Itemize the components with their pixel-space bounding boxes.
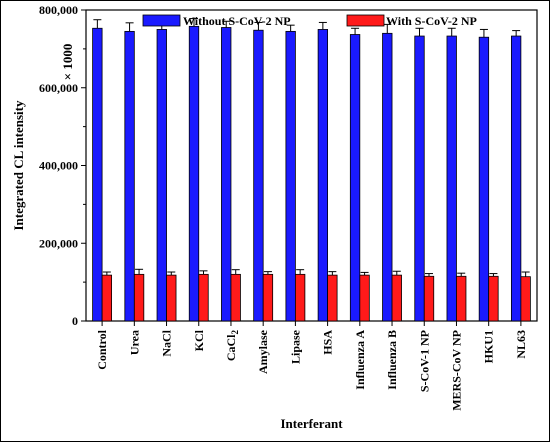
x-tick-label: CaCl2	[224, 330, 240, 362]
y-tick-label: 600,000	[39, 81, 78, 95]
legend: Without S-CoV-2 NP With S-CoV-2 NP	[142, 14, 477, 28]
bars-group	[92, 18, 531, 322]
bar-without	[92, 27, 103, 322]
bar-with	[133, 273, 145, 322]
bar-without	[285, 30, 296, 322]
y-tick-label: 400,000	[39, 159, 78, 173]
bar-without	[478, 36, 490, 322]
bar-without	[221, 27, 232, 322]
bar-with	[101, 274, 113, 322]
legend-swatch	[346, 14, 385, 27]
y-axis: 0 200,000 400,000 600,000 800,000	[39, 3, 86, 328]
y-tick-label: 0	[72, 314, 78, 328]
y-axis-title: Integrated CL intensity	[11, 100, 26, 231]
x-tick-label: MERS-CoV NP	[449, 330, 463, 411]
bar-with	[520, 276, 531, 322]
bar-without	[188, 25, 200, 322]
x-tick-label: KCl	[192, 329, 206, 351]
x-tick-label: HKU1	[482, 330, 496, 363]
bar-with	[262, 273, 274, 322]
x-tick-label: Urea	[127, 330, 141, 355]
bar-without	[382, 32, 393, 322]
x-axis: Control Urea NaCl KCl CaCl2 Amylase Lipase HSA I…	[95, 321, 528, 411]
x-tick-label: S-CoV-1 NP	[417, 330, 431, 392]
bar-without	[253, 29, 264, 322]
x-tick-label: NaCl	[160, 329, 174, 356]
legend-swatch	[142, 14, 181, 27]
bar-without	[156, 29, 167, 322]
bar-with	[198, 273, 209, 322]
legend-label: With S-CoV-2 NP	[386, 14, 477, 28]
bar-without	[510, 35, 522, 322]
bar-with	[488, 275, 499, 322]
bar-with	[327, 274, 338, 322]
bar-with	[294, 273, 306, 322]
bar-with	[230, 273, 241, 322]
bar-with	[456, 275, 467, 322]
x-axis-title: Interferant	[280, 416, 343, 431]
bar-without	[414, 35, 425, 322]
bar-with	[166, 274, 177, 322]
x-tick-label: Influenza B	[385, 330, 399, 390]
bar-without	[317, 29, 329, 322]
bar-without	[349, 34, 361, 322]
x-tick-label: HSA	[321, 330, 335, 355]
x-tick-label: Amylase	[256, 329, 270, 374]
x-tick-label: NL63	[514, 330, 528, 359]
bar-with	[423, 275, 435, 322]
bar-with	[391, 274, 402, 322]
y-tick-label: 800,000	[39, 3, 78, 17]
x-tick-label: Lipase	[288, 329, 302, 364]
x-tick-label: Influenza A	[353, 330, 367, 390]
y-tick-label: 200,000	[39, 236, 78, 250]
bar-with	[359, 274, 370, 322]
bar-without	[124, 30, 135, 322]
legend-label: Without S-CoV-2 NP	[183, 14, 291, 28]
x-tick-label: Control	[95, 329, 109, 369]
bar-without	[446, 35, 457, 322]
y-scale-note: × 1000	[60, 44, 75, 81]
